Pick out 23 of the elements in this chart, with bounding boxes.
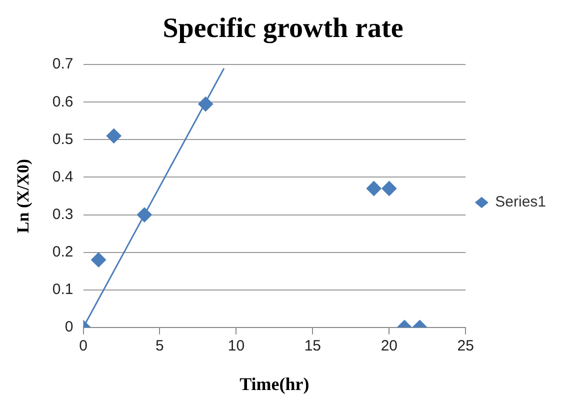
y-tick-label: 0.6 bbox=[52, 93, 74, 110]
x-tick-label: 0 bbox=[79, 338, 88, 355]
chart-title: Specific growth rate bbox=[162, 13, 404, 44]
x-tick-label: 15 bbox=[304, 338, 322, 355]
point bbox=[198, 96, 214, 112]
point bbox=[106, 128, 122, 144]
y-axis-title: Ln (X/X0) bbox=[14, 158, 33, 234]
y-tick-label: 0.1 bbox=[52, 281, 74, 298]
y-tick-label: 0.5 bbox=[52, 130, 74, 148]
y-tick-label: 0.7 bbox=[52, 56, 74, 73]
y-tick-label: 0.4 bbox=[52, 168, 74, 186]
x-tick-label: 20 bbox=[380, 338, 398, 355]
x-tick-label: 25 bbox=[457, 338, 474, 355]
point bbox=[382, 180, 397, 196]
x-tick-label: 5 bbox=[156, 338, 164, 355]
point bbox=[136, 207, 152, 222]
x-axis-title: Time(hr) bbox=[240, 374, 310, 394]
y-tick-label: 0.3 bbox=[52, 206, 74, 223]
y-tick-label: 0.2 bbox=[52, 243, 74, 260]
y-tick-label: 0 bbox=[64, 318, 74, 336]
point bbox=[366, 180, 382, 196]
legend-label: Series1 bbox=[495, 194, 546, 211]
x-tick-label: 10 bbox=[228, 338, 245, 355]
